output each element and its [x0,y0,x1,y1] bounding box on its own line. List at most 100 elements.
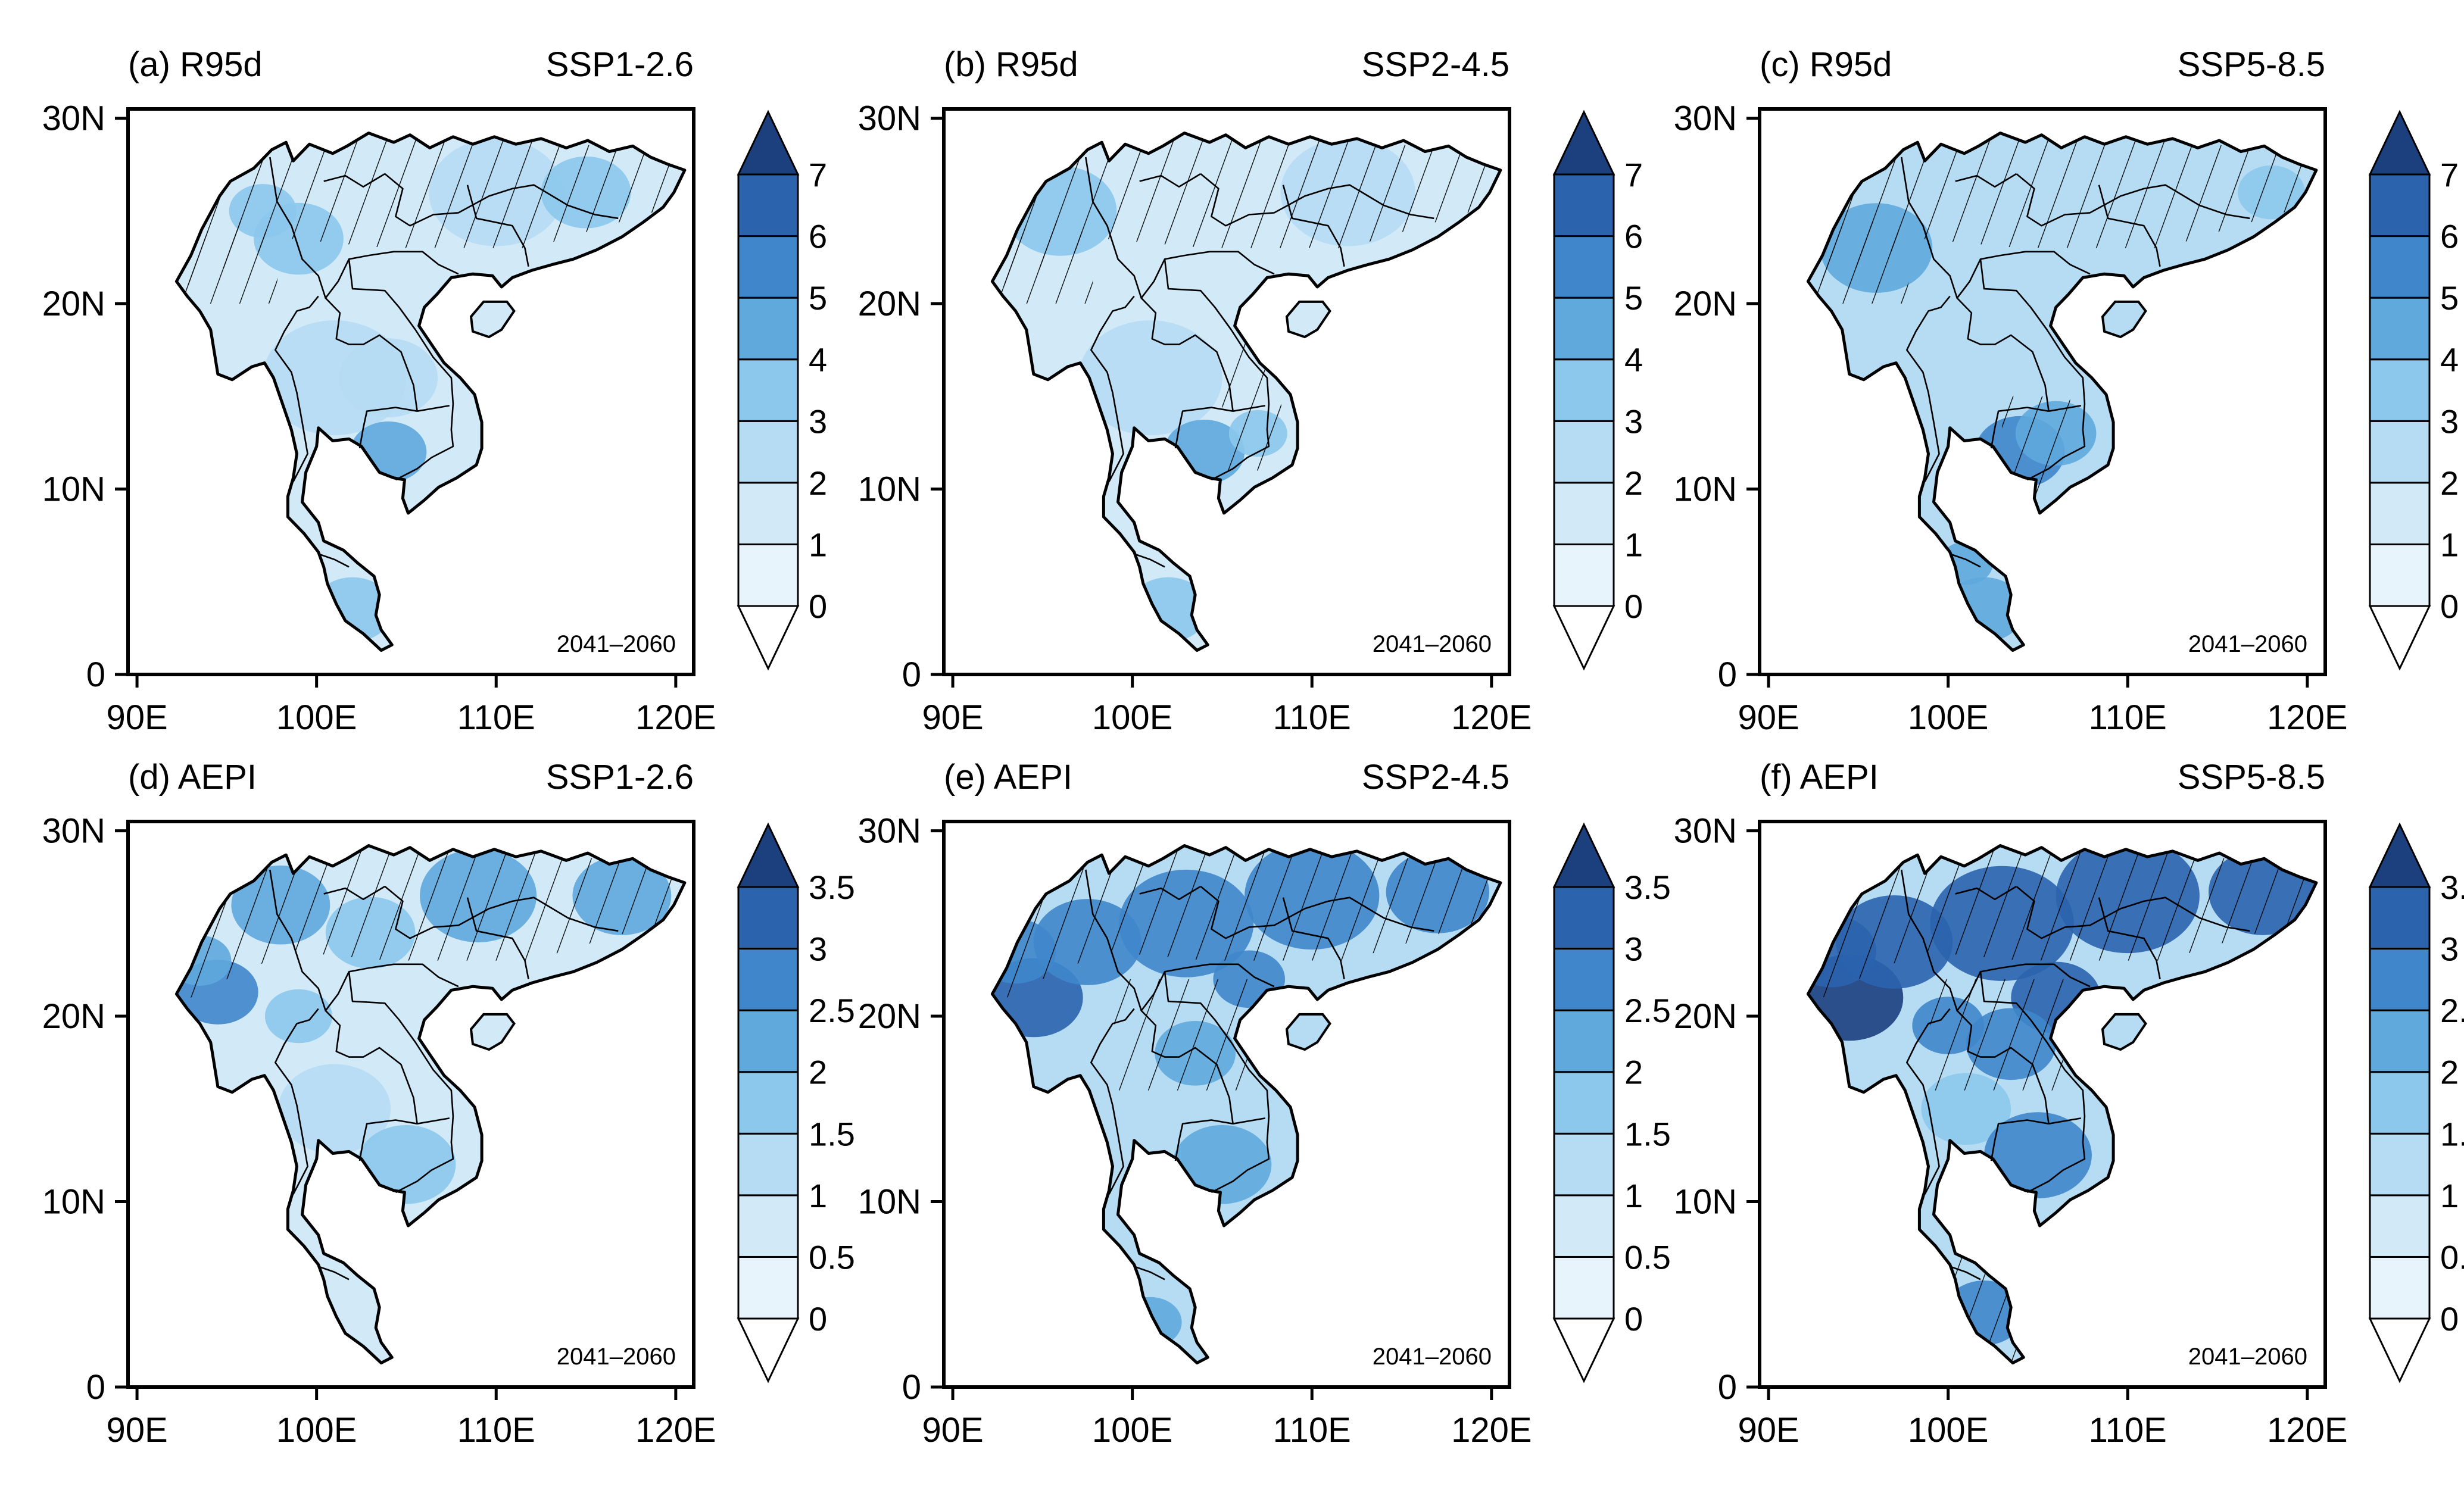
outer-border [990,132,1502,652]
colorbar-level-label: 1 [1624,1177,1643,1214]
lat-tick-label: 20N [858,997,921,1036]
colorbar-aepi: 0 0.5 1 1.5 2 2.5 3 3.5 [1552,822,1671,1383]
lon-tick-label: 110E [1273,698,1351,737]
period-label: 2041–2060 [557,1344,676,1370]
colorbar-level-label: 7 [809,156,827,193]
outer-border [990,844,1502,1364]
internal-border [1140,297,1234,411]
internal-border [269,157,459,299]
internal-border [323,173,385,188]
period-label: 2041–2060 [2188,631,2307,657]
panel-title: (c) R95d [1760,45,1892,84]
colorbar-level-label: 1 [809,526,827,563]
colorbar-bin [2369,1255,2431,1320]
scenario-label: SSP2-4.5 [1362,758,1509,797]
lat-tick-label: 0 [86,1368,105,1407]
scenario-label: SSP5-8.5 [2178,758,2325,797]
map-frame [942,820,1511,1389]
internal-border [1906,295,1951,482]
outer-border [1806,844,2318,1364]
colorbar-bin [737,886,799,950]
lon-tick-label: 90E [922,1411,983,1450]
internal-border [1956,1010,2050,1124]
colorbar-bin [2369,543,2431,607]
lon-tick-label: 120E [1451,698,1532,737]
hatch-region-center [1114,979,1258,1091]
lat-tick-label: 10N [1674,470,1737,509]
internal-border [274,295,319,482]
hatch-region-north [997,136,1501,285]
scenario-label: SSP1-2.6 [546,45,694,84]
internal-border [1134,553,1165,568]
map-panel-f: 90E 100E 110E 120E 0 10N 20N 30N (f) AEPI SSP5-8.… [1674,758,2464,1450]
map-frame [126,107,695,676]
field-contour [1983,1112,2092,1199]
hatch-region-north [1813,849,2316,998]
internal-border [2098,185,2161,267]
field-contour [339,338,438,417]
internal-border [1200,885,1434,939]
hatch-region-west [1808,211,1916,304]
lat-tick-label: 0 [86,655,105,694]
colorbar-under-triangle [737,605,800,671]
significance-hatching [992,136,1501,471]
colorbar-bin [737,358,799,422]
lon-tick-label: 120E [635,698,716,737]
lat-tick-label: 20N [42,285,105,323]
colorbar-level-label: 3 [2440,402,2459,440]
internal-border [1950,553,1981,568]
lat-tick-label: 30N [42,812,105,851]
hatch-region-north [1813,136,2316,285]
internal-border [358,1119,417,1161]
lon-tick-label: 110E [2089,698,2167,737]
colorbar-level-label: 6 [1624,218,1643,255]
colorbar-bin [2369,1132,2431,1197]
colorbar-bin [2369,886,2431,950]
colorbar-level-label: 1 [2440,1177,2459,1214]
internal-border [325,1010,418,1124]
colorbar-level-label: 3 [809,930,827,968]
map-panel-d: 90E 100E 110E 120E 0 10N 20N 30N (d) AEPI SSP1-2.… [42,758,855,1450]
colorbar-bin [2369,235,2431,299]
colorbar-aepi: 0 0.5 1 1.5 2 2.5 3 3.5 [2368,822,2464,1383]
internal-border [1085,157,1275,299]
colorbar-level-label: 4 [809,341,827,379]
colorbar-bin [737,1255,799,1320]
lon-tick-label: 90E [106,1411,167,1450]
colorbar-r95d: 0 1 2 3 4 5 6 7 [2368,110,2459,671]
internal-border [1901,157,2091,299]
map-frame [942,107,1511,676]
colorbar-bin [1553,543,1615,607]
colorbar-bin [1553,1071,1615,1135]
colorbar-bin [737,1194,799,1258]
hatch-region-north [182,136,685,285]
colorbar-level-label: 1.5 [1624,1115,1671,1152]
map-frame [126,820,695,1389]
colorbar-bin [2369,1009,2431,1073]
internal-border [1085,869,1275,1011]
lon-tick-label: 100E [1092,698,1172,737]
colorbar-bin [737,420,799,484]
colorbar-level-label: 0.5 [1624,1238,1671,1276]
colorbar-level-label: 3 [2440,930,2459,968]
colorbar-level-label: 2 [1624,464,1643,502]
hatch-region-north [182,849,685,998]
internal-border [325,297,418,411]
colorbar-level-label: 1.5 [809,1115,855,1152]
colorbar-level-label: 5 [2440,279,2459,317]
colorbar-level-label: 2.5 [809,992,855,1029]
outer-border [1806,132,2318,652]
period-label: 2041–2060 [1373,631,1492,657]
lat-tick-label: 20N [42,997,105,1036]
lon-tick-label: 90E [106,698,167,737]
colorbar-level-label: 0 [2440,1300,2459,1338]
colorbar-over-triangle [1552,110,1615,176]
internal-border [269,869,459,1011]
lon-tick-label: 120E [1451,1411,1532,1450]
significance-hatching [997,849,1501,1091]
colorbar-bin [737,1132,799,1197]
map-panel-e: 90E 100E 110E 120E 0 10N 20N 30N (e) AEPI SSP2-4.… [858,758,1671,1450]
colorbar-over-triangle [1552,822,1615,888]
internal-border [1979,972,2086,1194]
lat-tick-label: 30N [858,812,921,851]
